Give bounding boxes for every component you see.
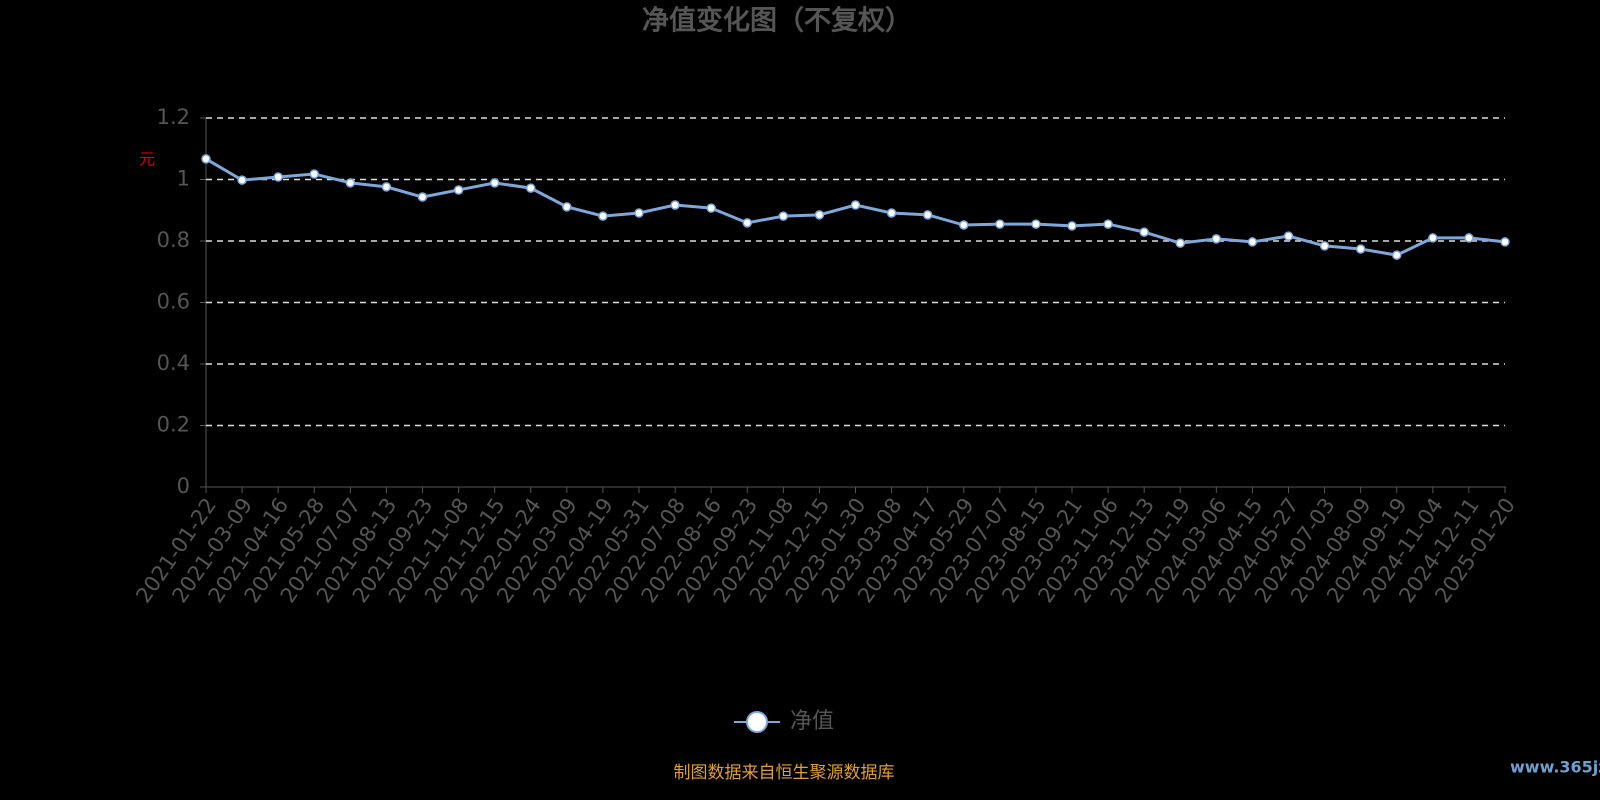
data-point (1103, 219, 1113, 229)
source-note: 制图数据来自恒生聚源数据库 (674, 763, 895, 783)
data-point (922, 210, 933, 220)
data-point (417, 192, 428, 202)
data-point (706, 203, 716, 213)
data-point (201, 154, 211, 164)
data-point (886, 208, 897, 218)
data-point (959, 220, 969, 230)
y-tick-label: 0.2 (157, 413, 190, 437)
y-tick-label: 0.6 (157, 290, 190, 314)
data-point (1428, 233, 1438, 243)
data-point (1031, 219, 1041, 229)
data-point (273, 172, 283, 182)
data-point (381, 182, 392, 192)
data-point (634, 208, 644, 218)
y-tick-label: 0.4 (157, 351, 190, 375)
legend-marker (746, 711, 768, 733)
data-point (1283, 231, 1294, 241)
data-point (1139, 227, 1149, 237)
legend-label[interactable]: 净值 (790, 709, 834, 734)
data-point (1355, 244, 1366, 254)
data-point (850, 200, 861, 210)
data-point (1464, 233, 1474, 243)
data-point (526, 183, 536, 193)
data-point (453, 185, 464, 195)
data-point (1319, 241, 1330, 251)
y-tick-label: 0.8 (157, 228, 190, 252)
data-point (995, 219, 1005, 229)
data-point (778, 211, 789, 221)
data-point (598, 211, 608, 221)
y-tick-label: 1 (177, 167, 190, 191)
data-point (309, 169, 319, 179)
data-point (489, 178, 500, 188)
chart-title: 净值变化图（不复权） (642, 5, 912, 37)
data-point (1500, 237, 1510, 247)
data-point (670, 200, 680, 210)
data-point (1175, 238, 1185, 248)
data-point (345, 178, 356, 188)
y-tick-label: 1.2 (157, 105, 190, 129)
data-point (562, 202, 572, 212)
data-point (1211, 234, 1222, 244)
data-point (742, 218, 752, 228)
data-point (1067, 221, 1077, 231)
data-point (1247, 237, 1258, 247)
y-tick-label: 0 (177, 474, 190, 498)
watermark: www.365jz.com (1510, 758, 1600, 777)
data-point (814, 210, 825, 220)
y-axis-label: 元 (139, 150, 155, 169)
data-point (1392, 250, 1402, 260)
data-point (237, 175, 247, 185)
